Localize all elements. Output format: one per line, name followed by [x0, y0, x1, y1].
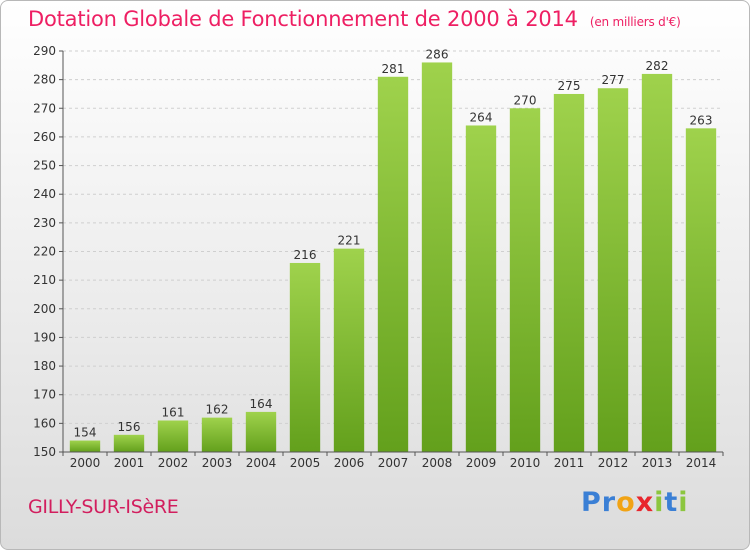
bar-value-label: 164	[250, 397, 273, 411]
chart-title-text: Dotation Globale de Fonctionnement de 20…	[28, 7, 578, 31]
x-tick-label: 2014	[686, 456, 717, 470]
bar	[157, 420, 189, 452]
x-tick-label: 2007	[378, 456, 409, 470]
x-tick-label: 2002	[158, 456, 189, 470]
logo-letter: P	[581, 487, 602, 518]
x-tick-label: 2013	[642, 456, 673, 470]
y-tick-label: 170	[33, 388, 56, 402]
bar-value-label: 156	[118, 420, 141, 434]
bar-value-label: 277	[602, 73, 625, 87]
y-tick-label: 250	[33, 159, 56, 173]
bar	[641, 73, 673, 453]
bar-value-label: 282	[646, 59, 669, 73]
bar	[421, 62, 453, 452]
y-tick-label: 290	[33, 44, 56, 58]
x-tick-label: 2008	[422, 456, 453, 470]
x-tick-label: 2006	[334, 456, 365, 470]
bar-value-label: 154	[74, 426, 97, 440]
logo-letter: i	[678, 487, 689, 518]
chart-unit: (en milliers d'€)	[589, 15, 681, 29]
x-tick-label: 2009	[466, 456, 497, 470]
logo-letter: i	[654, 487, 665, 518]
x-tick-label: 2012	[598, 456, 629, 470]
y-tick-label: 160	[33, 416, 56, 430]
y-tick-label: 220	[33, 245, 56, 259]
y-tick-label: 210	[33, 273, 56, 287]
bar	[553, 93, 585, 452]
bar	[465, 125, 497, 452]
bar	[685, 128, 717, 452]
bar-value-label: 216	[294, 248, 317, 262]
bar-value-label: 162	[206, 403, 229, 417]
logo-letter: r	[601, 487, 617, 518]
bar	[289, 262, 321, 452]
y-tick-label: 240	[33, 187, 56, 201]
bar-value-label: 270	[514, 93, 537, 107]
bar-value-label: 263	[690, 113, 713, 127]
bar-value-label: 275	[558, 79, 581, 93]
bar	[113, 434, 145, 452]
y-tick-label: 180	[33, 359, 56, 373]
y-tick-label: 280	[33, 73, 56, 87]
bar	[509, 108, 541, 453]
bar	[201, 417, 233, 452]
y-tick-label: 230	[33, 216, 56, 230]
x-tick-label: 2011	[554, 456, 585, 470]
chart-title: Dotation Globale de Fonctionnement de 20…	[28, 7, 681, 31]
bar-value-label: 286	[426, 47, 449, 61]
logo-letter: o	[616, 487, 636, 518]
bar	[597, 88, 629, 452]
y-tick-label: 190	[33, 330, 56, 344]
logo-letter: x	[635, 487, 655, 518]
x-tick-label: 2010	[510, 456, 541, 470]
y-tick-label: 270	[33, 101, 56, 115]
x-tick-label: 2005	[290, 456, 321, 470]
x-tick-label: 2000	[70, 456, 101, 470]
bar	[377, 76, 409, 453]
bars: 154 156 161 162 164 216 221 281 286 264 270 275 277 2…	[69, 47, 717, 453]
commune-name: GILLY-SUR-ISèRE	[28, 496, 179, 518]
proxiti-logo: Proxiti	[581, 487, 689, 518]
bar	[245, 411, 277, 452]
x-axis: 2000 2001 2002 2003 2004 2005 2006 2007 2008 2009…	[62, 451, 724, 470]
bar-value-label: 281	[382, 62, 405, 76]
bar	[333, 248, 365, 452]
x-tick-label: 2001	[114, 456, 145, 470]
x-tick-label: 2004	[246, 456, 277, 470]
y-tick-label: 260	[33, 130, 56, 144]
x-tick-label: 2003	[202, 456, 233, 470]
bar	[69, 440, 101, 452]
y-axis: 150 160 170 180 190 200 210 220 230 240 250 260 270 2…	[33, 44, 64, 459]
logo-letter: t	[664, 487, 679, 518]
bar-value-label: 264	[470, 110, 493, 124]
y-tick-label: 200	[33, 302, 56, 316]
bar-value-label: 161	[162, 405, 185, 419]
y-tick-label: 150	[33, 445, 56, 459]
bar-value-label: 221	[338, 234, 361, 248]
